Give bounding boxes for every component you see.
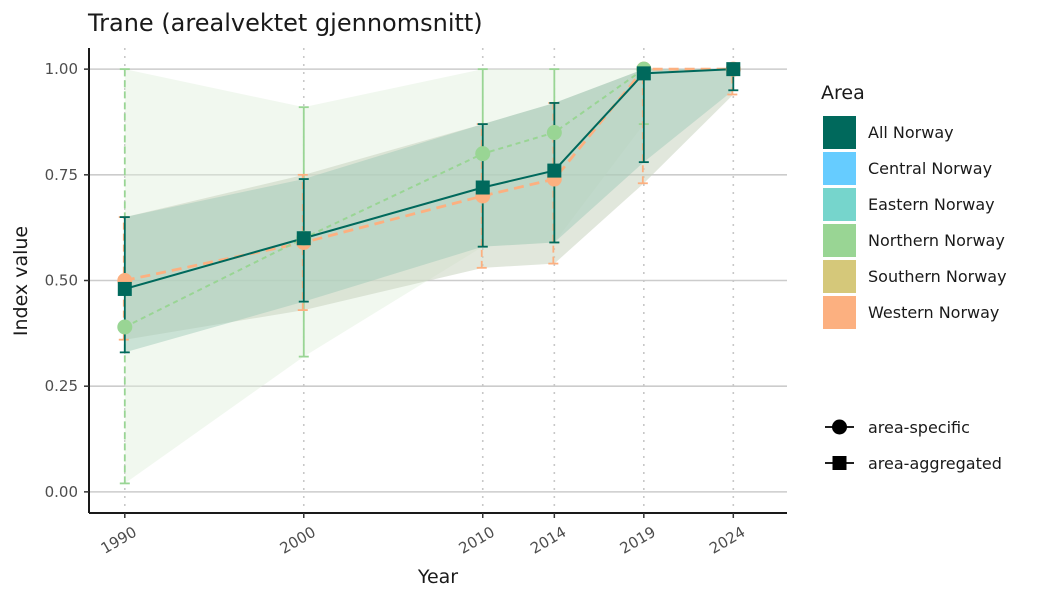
legend-label: Southern Norway bbox=[868, 267, 1007, 286]
x-tick-label: 2014 bbox=[527, 523, 569, 558]
chart-title: Trane (arealvektet gjennomsnitt) bbox=[87, 9, 483, 37]
data-point-all bbox=[296, 231, 311, 246]
legend-key bbox=[823, 296, 856, 329]
confidence-band bbox=[124, 69, 734, 340]
confidence-bands bbox=[124, 69, 734, 484]
legend-shape-circle bbox=[832, 419, 847, 435]
legend-label: All Norway bbox=[868, 123, 954, 142]
y-tick-label: 0.25 bbox=[45, 377, 78, 395]
legend-key bbox=[823, 188, 856, 221]
y-tick-label: 1.00 bbox=[45, 60, 78, 78]
legend-label: Northern Norway bbox=[868, 231, 1005, 250]
data-points bbox=[117, 61, 741, 335]
y-axis-title: Index value bbox=[10, 226, 32, 336]
data-point-northern bbox=[546, 125, 562, 141]
legend-key bbox=[823, 116, 856, 149]
data-point-all bbox=[117, 281, 132, 296]
legend-shape-square bbox=[832, 456, 847, 470]
y-tick-label: 0.50 bbox=[45, 272, 78, 290]
x-tick-label: 2010 bbox=[456, 523, 498, 558]
legend-shape-label: area-specific bbox=[868, 418, 970, 437]
legend-key bbox=[823, 260, 856, 293]
legend-shape-label: area-aggregated bbox=[868, 454, 1002, 473]
legend-label: Western Norway bbox=[868, 303, 999, 322]
y-tick-label: 0.75 bbox=[45, 166, 78, 184]
x-tick-label: 1990 bbox=[98, 523, 140, 558]
data-point-northern bbox=[117, 319, 133, 335]
data-point-all bbox=[636, 66, 651, 81]
legend-key bbox=[823, 224, 856, 257]
legend-label: Central Norway bbox=[868, 159, 992, 178]
data-point-all bbox=[475, 180, 490, 195]
series-line bbox=[124, 68, 734, 290]
data-point-all bbox=[726, 62, 741, 77]
legend-key bbox=[823, 152, 856, 185]
legend-title: Area bbox=[821, 82, 865, 104]
x-tick-label: 2000 bbox=[277, 523, 319, 558]
legend: Area All Norway Central Norway Eastern Nor… bbox=[821, 82, 1007, 473]
x-tick-label: 2024 bbox=[706, 523, 748, 558]
x-axis-title: Year bbox=[417, 566, 458, 588]
data-point-all bbox=[547, 163, 562, 178]
x-tick-label: 2019 bbox=[617, 523, 659, 558]
series-line bbox=[124, 67, 734, 282]
legend-label: Eastern Norway bbox=[868, 195, 995, 214]
data-point-northern bbox=[475, 146, 491, 162]
y-tick-label: 0.00 bbox=[45, 483, 78, 501]
